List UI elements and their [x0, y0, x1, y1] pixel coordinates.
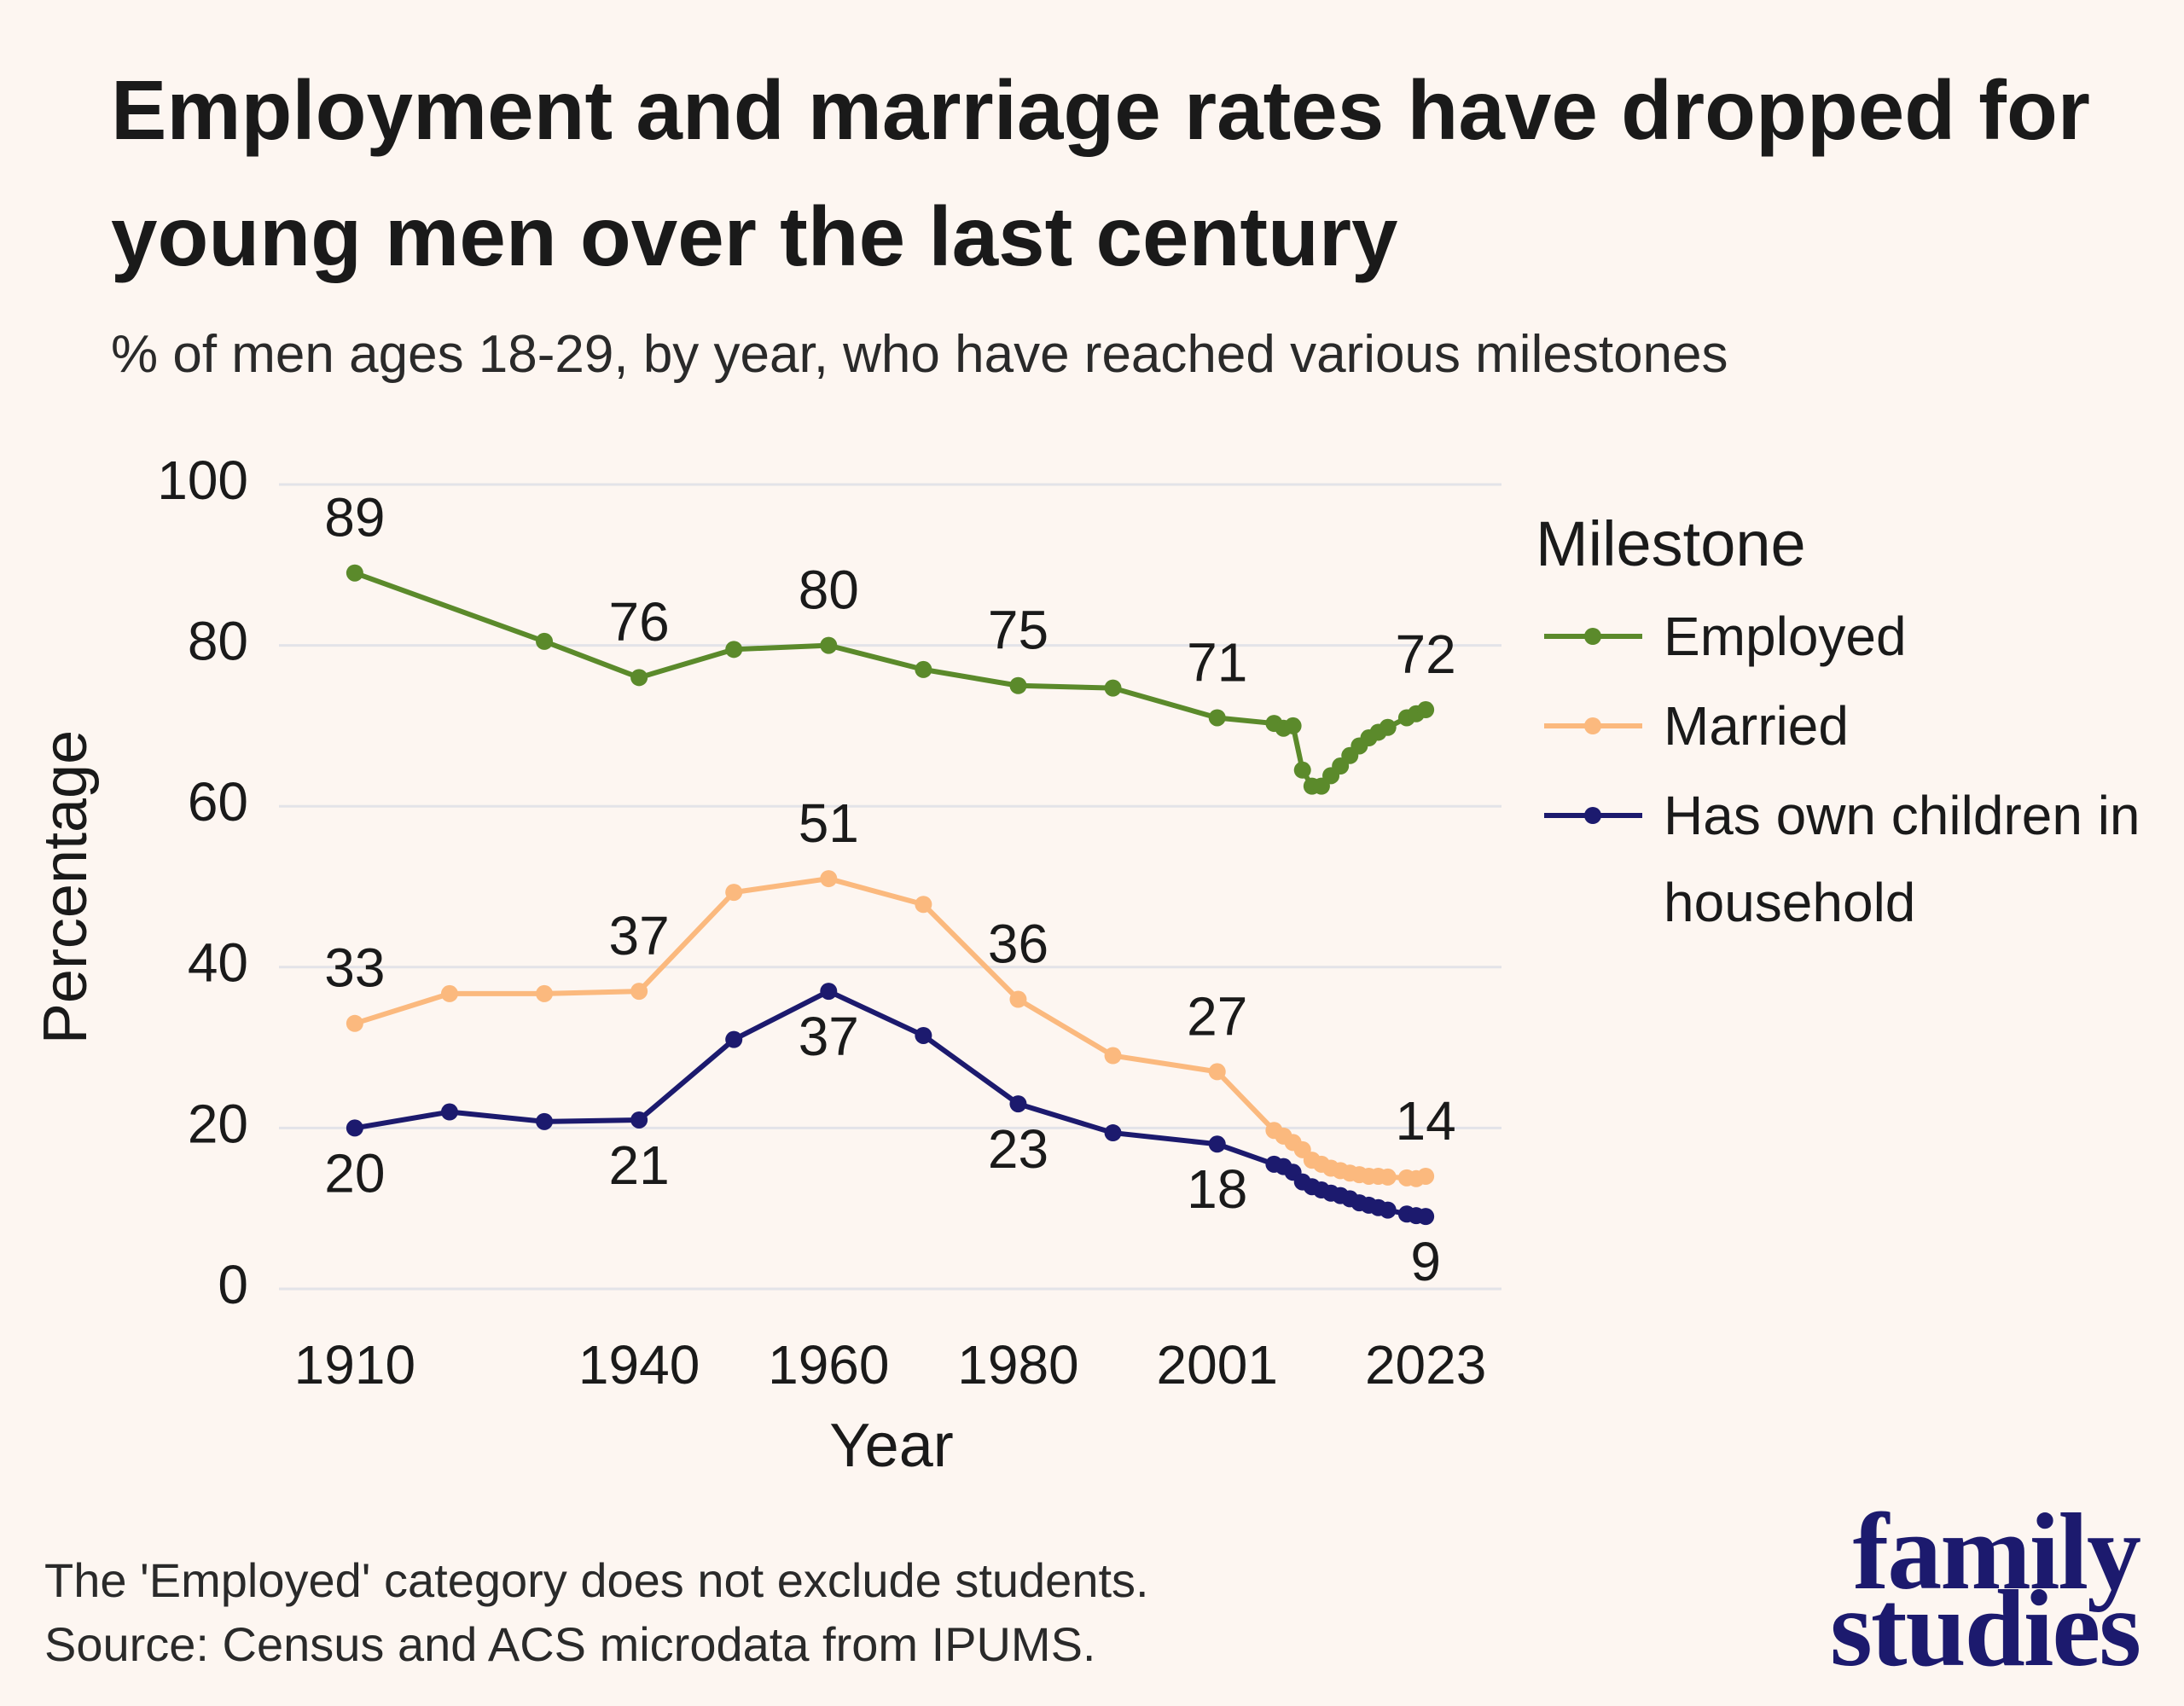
chart-subtitle: % of men ages 18-29, by year, who have r…: [111, 325, 1728, 384]
data-point: [1009, 1095, 1027, 1113]
data-point: [1284, 717, 1302, 734]
y-tick-label: 20: [188, 1093, 248, 1154]
data-point: [1379, 1201, 1397, 1219]
data-point: [536, 1112, 554, 1130]
legend-swatch: [1544, 628, 1642, 645]
data-point: [1417, 1208, 1435, 1226]
data-point: [1379, 1168, 1397, 1186]
data-point: [630, 1111, 648, 1129]
x-axis-label: Year: [829, 1412, 953, 1480]
data-label: 71: [1187, 631, 1247, 693]
data-label: 9: [1410, 1231, 1441, 1292]
x-tick-label: 1940: [578, 1334, 700, 1396]
legend-label: Employed: [1664, 606, 1907, 667]
y-tick-label: 80: [188, 611, 248, 672]
data-point: [440, 984, 458, 1002]
y-tick-label: 100: [157, 450, 248, 511]
data-point: [915, 1026, 932, 1044]
y-tick-label: 0: [218, 1254, 248, 1315]
data-point: [820, 870, 838, 888]
data-label: 89: [324, 487, 385, 548]
footnote: Source: Census and ACS microdata from IP…: [44, 1617, 1096, 1671]
data-point: [536, 984, 554, 1002]
data-point: [915, 660, 932, 678]
data-label: 21: [609, 1134, 670, 1196]
legend-label: Has own children in household: [1664, 785, 2140, 933]
logo: family: [1852, 1491, 2141, 1612]
data-label: 80: [799, 560, 859, 621]
data-point: [346, 1014, 363, 1032]
chart-title: Employment and marriage rates have dropp…: [111, 63, 2090, 283]
data-point: [630, 983, 648, 1001]
y-axis-label: Percentage: [32, 730, 100, 1044]
data-point: [1208, 709, 1226, 727]
data-point: [725, 884, 743, 902]
data-point: [1009, 990, 1027, 1008]
legend-swatch: [1544, 807, 1642, 824]
legend-label: Married: [1664, 695, 1849, 757]
x-tick-label: 2023: [1365, 1334, 1486, 1396]
data-label: 18: [1187, 1158, 1247, 1220]
data-label: 27: [1187, 985, 1247, 1047]
x-tick-label: 2001: [1157, 1334, 1278, 1396]
series-line: [353, 570, 1427, 789]
data-label: 37: [609, 905, 670, 966]
data-label: 14: [1396, 1090, 1456, 1152]
data-point: [1417, 1167, 1435, 1185]
data-label: 51: [799, 792, 859, 854]
data-label: 33: [324, 937, 385, 999]
data-point: [1293, 761, 1311, 779]
y-tick-label: 60: [188, 771, 248, 833]
data-point: [725, 1030, 743, 1048]
data-label: 23: [988, 1118, 1048, 1180]
data-point: [1104, 1047, 1122, 1065]
data-point: [630, 669, 648, 687]
data-point: [915, 896, 932, 914]
data-point: [1417, 701, 1435, 719]
data-label: 36: [988, 913, 1048, 974]
data-point: [1009, 676, 1027, 694]
data-label: 76: [609, 591, 670, 653]
data-point: [1379, 718, 1397, 736]
legend-dot: [1584, 628, 1601, 645]
data-label: 37: [799, 1006, 859, 1067]
data-point: [1208, 1135, 1226, 1153]
logo: studies: [1830, 1568, 2141, 1689]
data-point: [1104, 679, 1122, 697]
x-tick-label: 1910: [294, 1334, 415, 1396]
data-point: [820, 983, 838, 1001]
data-point: [346, 1119, 363, 1137]
data-point: [1104, 1124, 1122, 1142]
legend-swatch: [1544, 717, 1642, 734]
x-tick-label: 1960: [768, 1334, 889, 1396]
data-label: 72: [1396, 624, 1456, 685]
data-point: [820, 636, 838, 654]
legend-dot: [1584, 807, 1601, 824]
series-line: [353, 876, 1426, 1181]
y-tick-label: 40: [188, 932, 248, 994]
data-point: [346, 564, 363, 582]
data-point: [440, 1103, 458, 1121]
x-tick-label: 1980: [957, 1334, 1078, 1396]
data-point: [536, 632, 554, 650]
legend-dot: [1584, 717, 1601, 734]
data-point: [725, 641, 743, 659]
data-point: [1208, 1063, 1226, 1081]
data-label: 75: [988, 600, 1048, 661]
footnote: The 'Employed' category does not exclude…: [44, 1553, 1149, 1607]
data-label: 20: [324, 1142, 385, 1204]
series-line: [354, 989, 1426, 1220]
legend-title: Milestone: [1536, 508, 1806, 579]
